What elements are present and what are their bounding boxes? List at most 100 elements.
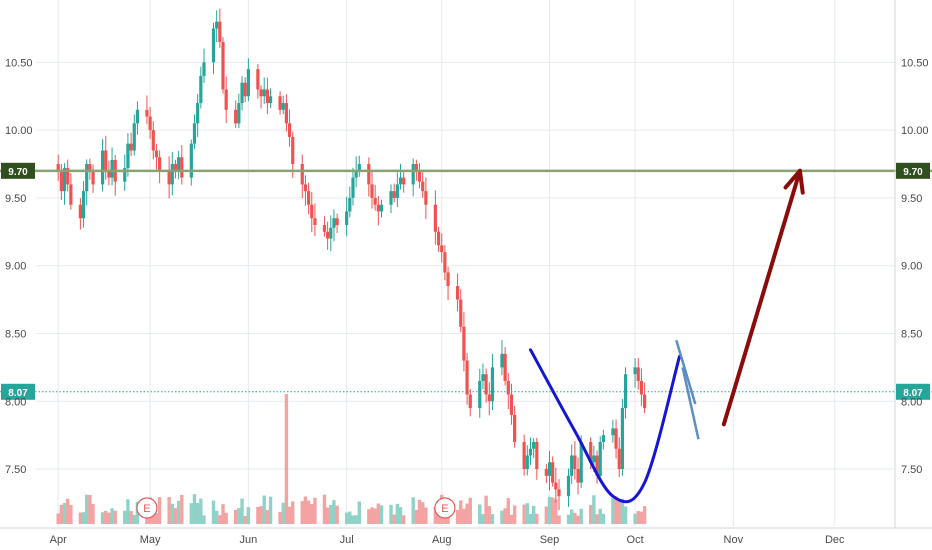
candle-body — [376, 204, 380, 212]
volume-bar — [100, 512, 105, 524]
volume-bar — [62, 503, 67, 524]
x-tick-label: Dec — [825, 534, 845, 546]
x-tick-label: Nov — [724, 534, 744, 546]
candle-body — [414, 164, 418, 171]
candle-body — [110, 159, 114, 178]
candle-body — [145, 109, 149, 117]
volume-bar — [306, 500, 311, 524]
volume-bar — [300, 501, 304, 524]
volume-bar — [218, 515, 222, 524]
candle-body — [259, 89, 263, 97]
candle-body — [484, 374, 488, 395]
candle-body — [573, 455, 577, 470]
candle-body — [215, 21, 219, 29]
candle-body — [465, 360, 469, 395]
volume-bar — [214, 510, 219, 524]
volume-bar — [240, 498, 244, 524]
candle-body — [180, 157, 184, 178]
candle-body — [509, 394, 514, 415]
earnings-event-marker[interactable] — [136, 497, 158, 519]
volume-bar — [265, 510, 270, 524]
candle-body — [611, 428, 615, 436]
volume-bar — [557, 515, 561, 524]
candle-body — [395, 184, 399, 198]
candle-body — [243, 82, 247, 97]
candle-body — [154, 150, 159, 158]
candle-body — [522, 441, 526, 470]
y-tick-left: 8.00 — [5, 396, 26, 408]
candle-body — [459, 299, 463, 327]
candle-body — [278, 96, 282, 110]
handle-line[interactable] — [681, 367, 700, 440]
volume-bar — [544, 506, 549, 524]
volume-bar — [246, 507, 251, 524]
x-axis: Apr May Jun Jul Aug Sep Oct Nov Dec — [0, 527, 932, 546]
candle-body — [535, 441, 539, 470]
earnings-event-marker[interactable] — [434, 497, 456, 519]
candle-body — [345, 211, 349, 226]
candle-body — [551, 462, 555, 483]
candle-body — [481, 374, 485, 381]
price-tag-left-label: 8.07 — [8, 388, 28, 399]
candle-body — [151, 130, 155, 151]
volume-bar — [611, 498, 615, 524]
volume-bar — [535, 513, 539, 524]
candle-body — [557, 489, 561, 497]
target-arrow[interactable] — [721, 168, 802, 427]
y-tick-left: 8.50 — [5, 328, 26, 340]
volume-bar — [154, 513, 159, 524]
handle-line[interactable] — [675, 339, 697, 405]
candle-body — [389, 191, 393, 205]
candles — [56, 8, 647, 511]
candle-body — [256, 69, 260, 90]
candle-body — [177, 157, 181, 171]
candle-body — [326, 231, 330, 239]
cup-curve[interactable] — [528, 348, 681, 504]
volume-bar — [110, 508, 114, 524]
volume-bar — [417, 499, 422, 524]
volume-bar — [243, 515, 247, 524]
candle-body — [173, 164, 178, 171]
volume-bar — [256, 506, 260, 524]
candle-body — [148, 116, 152, 131]
volume-bar — [487, 506, 491, 524]
volume-bar — [129, 511, 133, 524]
volume-bar — [354, 515, 358, 524]
candle-body — [287, 123, 292, 137]
candle-body — [636, 367, 640, 381]
volume-bar — [595, 514, 599, 524]
volume-bar — [325, 507, 330, 524]
candle-body — [436, 231, 441, 246]
candle-body — [91, 170, 95, 185]
volume-bar — [126, 499, 130, 524]
candle-body — [500, 353, 504, 368]
volume-bar — [573, 512, 577, 524]
x-tick-label: May — [140, 534, 161, 546]
candle-body — [310, 204, 314, 219]
candle-body — [335, 218, 339, 226]
candle-body — [623, 374, 628, 409]
volume-bar — [332, 500, 336, 524]
candle-body — [66, 168, 70, 185]
volume-bar — [107, 512, 111, 524]
volume-bar — [81, 512, 86, 524]
volume-bar — [414, 509, 419, 524]
candle-body — [218, 21, 222, 43]
candle-body — [100, 150, 105, 185]
y-tick-right: 8.00 — [901, 396, 922, 408]
volume-bar — [322, 494, 327, 524]
resistance-tag-left-label: 9.70 — [8, 167, 28, 178]
candle-body — [322, 225, 327, 232]
volume-bar — [211, 500, 216, 524]
volume-bar — [478, 504, 482, 524]
volume-bar — [465, 503, 469, 524]
candle-body — [62, 168, 67, 192]
volume-bar — [329, 504, 333, 524]
volume-bar — [262, 495, 266, 524]
horizontal-lines: 9.70 9.70 8.07 8.07 — [0, 162, 932, 400]
candle-body — [78, 204, 82, 219]
price-tag-left — [1, 383, 35, 400]
x-tick-label: Aug — [432, 534, 452, 546]
